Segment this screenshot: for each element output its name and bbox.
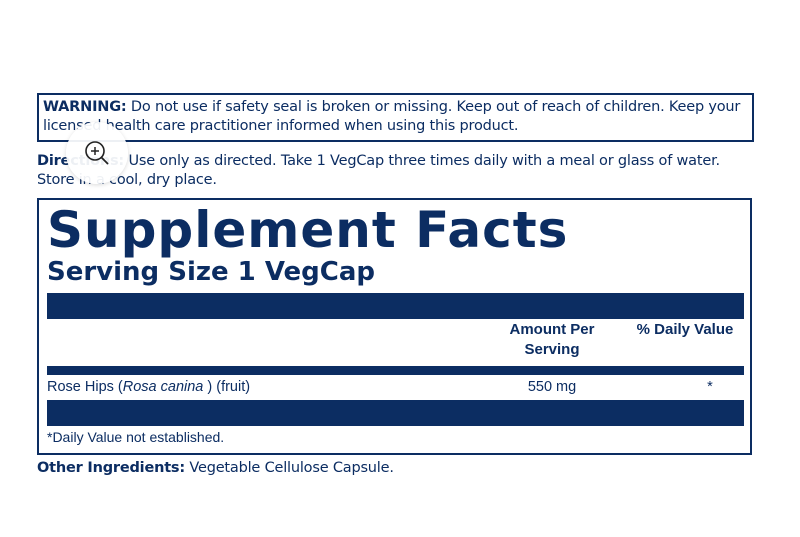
warning-label: WARNING: <box>43 99 127 115</box>
footnote: *Daily Value not established. <box>47 429 225 445</box>
ingredient-daily-value: * <box>707 379 713 395</box>
directions: Directions: Use only as directed. Take 1… <box>37 152 757 190</box>
name-text: Rose Hips ( <box>47 379 123 395</box>
zoom-icon <box>85 141 109 165</box>
serving-size: Serving Size 1 VegCap <box>47 257 375 287</box>
zoom-button[interactable] <box>66 122 128 184</box>
facts-panel: Supplement Facts Serving Size 1 VegCap A… <box>37 198 752 455</box>
warning-text: Do not use if safety seal is broken or m… <box>43 99 741 134</box>
facts-title: Supplement Facts <box>47 201 569 259</box>
divider-bar <box>47 366 744 375</box>
other-ingredients-text: Vegetable Cellulose Capsule. <box>189 460 394 476</box>
other-ingredients-label: Other Ingredients: <box>37 460 185 476</box>
daily-value-header: % Daily Value <box>636 321 734 338</box>
ingredient-amount: 550 mg <box>527 379 577 395</box>
divider-bar <box>47 293 744 319</box>
latin-name: Rosa canina <box>122 379 204 395</box>
other-ingredients: Other Ingredients: Vegetable Cellulose C… <box>37 459 757 478</box>
ingredient-name: Rose Hips (Rosa canina ) (fruit) <box>47 378 250 396</box>
name-text: ) (fruit) <box>203 379 251 395</box>
divider-bar <box>47 400 744 426</box>
warning-box: WARNING: Do not use if safety seal is br… <box>37 93 754 142</box>
directions-text: Use only as directed. Take 1 VegCap thre… <box>37 153 720 188</box>
amount-header: Amount Per Serving <box>509 321 595 358</box>
